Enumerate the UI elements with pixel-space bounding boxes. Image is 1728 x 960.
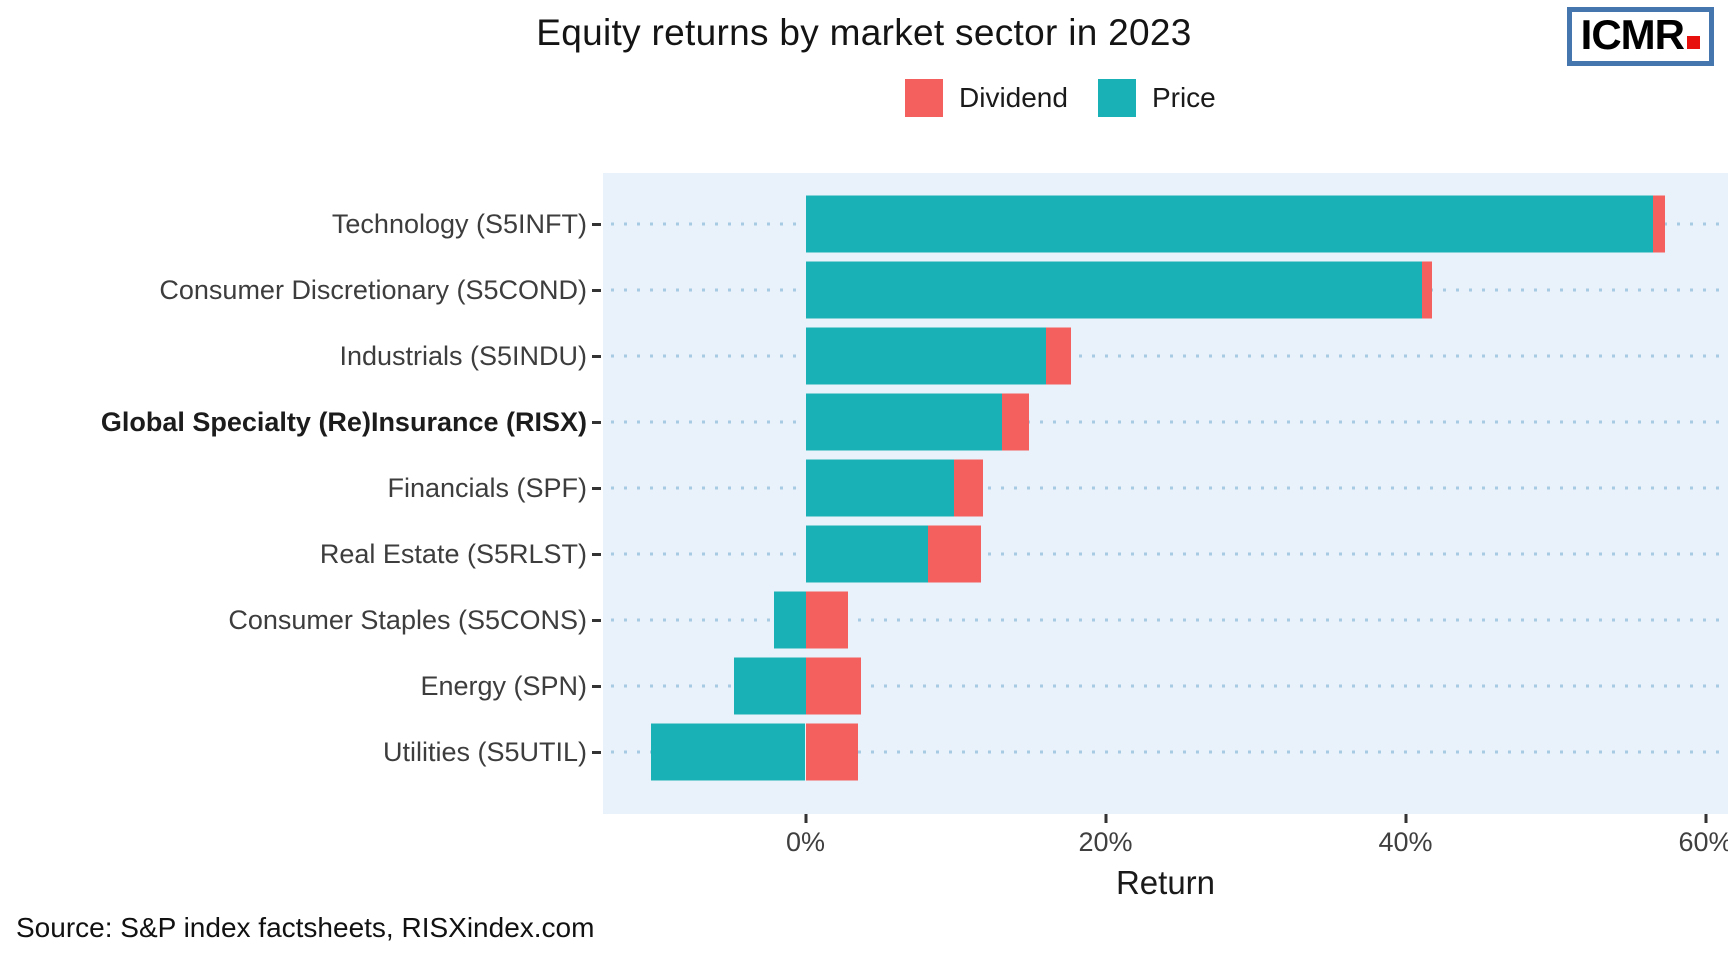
y-axis-tick-mark: [592, 420, 601, 424]
icmr-logo-dot: [1687, 36, 1700, 49]
y-axis-tick-mark: [592, 354, 601, 358]
y-axis-label-text: Utilities (S5UTIL): [382, 736, 587, 767]
bar-segment-dividend: [954, 459, 983, 517]
dotted-gridline: [611, 354, 1724, 358]
x-axis-title: Return: [1115, 864, 1216, 901]
chart-row: Energy (SPN): [0, 653, 1728, 719]
y-axis-tick-mark: [592, 222, 601, 226]
x-axis: 0% 20% 40% 60%: [603, 814, 1728, 862]
plot-panel-cell: [603, 257, 1728, 323]
bar-segment-dividend: [805, 723, 858, 781]
plot-panel-cell: [603, 323, 1728, 389]
bar-segment-price: [650, 723, 806, 781]
x-axis-tick-mark: [1404, 814, 1407, 823]
y-axis-label: Technology (S5INFT): [0, 191, 603, 257]
legend-swatch-price: [1097, 79, 1136, 117]
x-axis-tick-label: 60%: [1678, 827, 1728, 857]
bar-segment-dividend: [805, 591, 848, 649]
y-axis-label-text: Technology (S5INFT): [331, 208, 587, 239]
bar-segment-price: [805, 393, 1002, 451]
chart-row: Utilities (S5UTIL): [0, 719, 1728, 785]
plot-panel-cell: [603, 587, 1728, 653]
dotted-gridline: [611, 684, 1724, 688]
bar-segment-price: [805, 261, 1422, 319]
y-axis-tick-mark: [592, 288, 601, 292]
bar-segment-price: [805, 459, 954, 517]
plot-rows: Technology (S5INFT) Consumer Discretionar…: [0, 191, 1728, 785]
chart-row: Financials (SPF): [0, 455, 1728, 521]
icmr-logo: ICMR: [1566, 7, 1714, 67]
bar-segment-price: [733, 657, 806, 715]
legend-label: Dividend: [959, 82, 1068, 113]
y-axis-label: Industrials (S5INDU): [0, 323, 603, 389]
legend-item-dividend: Dividend: [905, 79, 1068, 117]
source-note: Source: S&P index factsheets, RISXindex.…: [16, 912, 595, 943]
x-axis-tick-label: 20%: [1078, 827, 1133, 857]
y-axis-tick-mark: [592, 486, 601, 490]
plot-panel-cell: [603, 191, 1728, 257]
legend: Dividend Price: [905, 79, 1216, 117]
plot-panel-cell: [603, 521, 1728, 587]
dotted-gridline: [611, 618, 1724, 622]
plot-panel-cell: [603, 455, 1728, 521]
dotted-gridline: [611, 420, 1724, 424]
bar-segment-price: [805, 327, 1046, 385]
plot-panel-cell: [603, 389, 1728, 455]
chart-row: Global Specialty (Re)Insurance (RISX): [0, 389, 1728, 455]
y-axis-label: Energy (SPN): [0, 653, 603, 719]
x-axis-row: 0% 20% 40% 60%: [0, 814, 1728, 862]
bar-segment-dividend: [1422, 261, 1433, 319]
dotted-gridline: [611, 750, 1724, 754]
y-axis-label-text: Global Specialty (Re)Insurance (RISX): [100, 406, 587, 437]
y-axis-label-text: Energy (SPN): [420, 670, 587, 701]
chart-row: Consumer Staples (S5CONS): [0, 587, 1728, 653]
x-axis-tick-mark: [1104, 814, 1107, 823]
dotted-gridline: [611, 486, 1724, 490]
y-axis-tick-mark: [592, 684, 601, 688]
y-axis-label-text: Consumer Discretionary (S5COND): [159, 274, 587, 305]
y-axis-label: Financials (SPF): [0, 455, 603, 521]
panel-padding-bottom: [603, 785, 1728, 814]
x-axis-tick-mark: [804, 814, 807, 823]
y-axis-label: Global Specialty (Re)Insurance (RISX): [0, 389, 603, 455]
x-axis-tick-label: 0%: [785, 827, 826, 857]
chart-row: Real Estate (S5RLST): [0, 521, 1728, 587]
bar-segment-dividend: [805, 657, 861, 715]
legend-label: Price: [1151, 82, 1216, 113]
y-axis-label: Utilities (S5UTIL): [0, 719, 603, 785]
y-axis-label: Consumer Staples (S5CONS): [0, 587, 603, 653]
x-axis-spacer: [0, 814, 603, 862]
x-axis-tick-label: 40%: [1378, 827, 1433, 857]
bar-segment-dividend: [1045, 327, 1071, 385]
y-axis-label-text: Consumer Staples (S5CONS): [228, 604, 587, 635]
y-axis-tick-mark: [592, 552, 601, 556]
y-axis-label: Consumer Discretionary (S5COND): [0, 257, 603, 323]
chart-area: Technology (S5INFT) Consumer Discretionar…: [0, 173, 1728, 902]
bar-segment-price: [774, 591, 806, 649]
plot-panel-cell: [603, 653, 1728, 719]
y-axis-tick-mark: [592, 750, 601, 754]
chart-row: Technology (S5INFT): [0, 191, 1728, 257]
y-axis-tick-mark: [592, 618, 601, 622]
y-axis-label: Real Estate (S5RLST): [0, 521, 603, 587]
y-axis-label-text: Financials (SPF): [387, 472, 587, 503]
bar-segment-dividend: [1653, 195, 1665, 253]
legend-item-price: Price: [1097, 79, 1216, 117]
dotted-gridline: [611, 552, 1724, 556]
chart-title: Equity returns by market sector in 2023: [536, 12, 1192, 53]
bar-segment-dividend: [928, 525, 981, 583]
legend-swatch-dividend: [905, 79, 943, 117]
y-axis-label-text: Real Estate (S5RLST): [319, 538, 587, 569]
plot-panel-cell: [603, 719, 1728, 785]
y-axis-label-text: Industrials (S5INDU): [339, 340, 587, 371]
icmr-logo-text: ICMR: [1580, 11, 1685, 58]
bar-segment-dividend: [1002, 393, 1029, 451]
chart-row: Industrials (S5INDU): [0, 323, 1728, 389]
chart-row: Consumer Discretionary (S5COND): [0, 257, 1728, 323]
bar-segment-price: [805, 525, 929, 583]
panel-padding-top: [603, 173, 1728, 191]
x-axis-tick-mark: [1704, 814, 1707, 823]
bar-segment-price: [805, 195, 1653, 253]
